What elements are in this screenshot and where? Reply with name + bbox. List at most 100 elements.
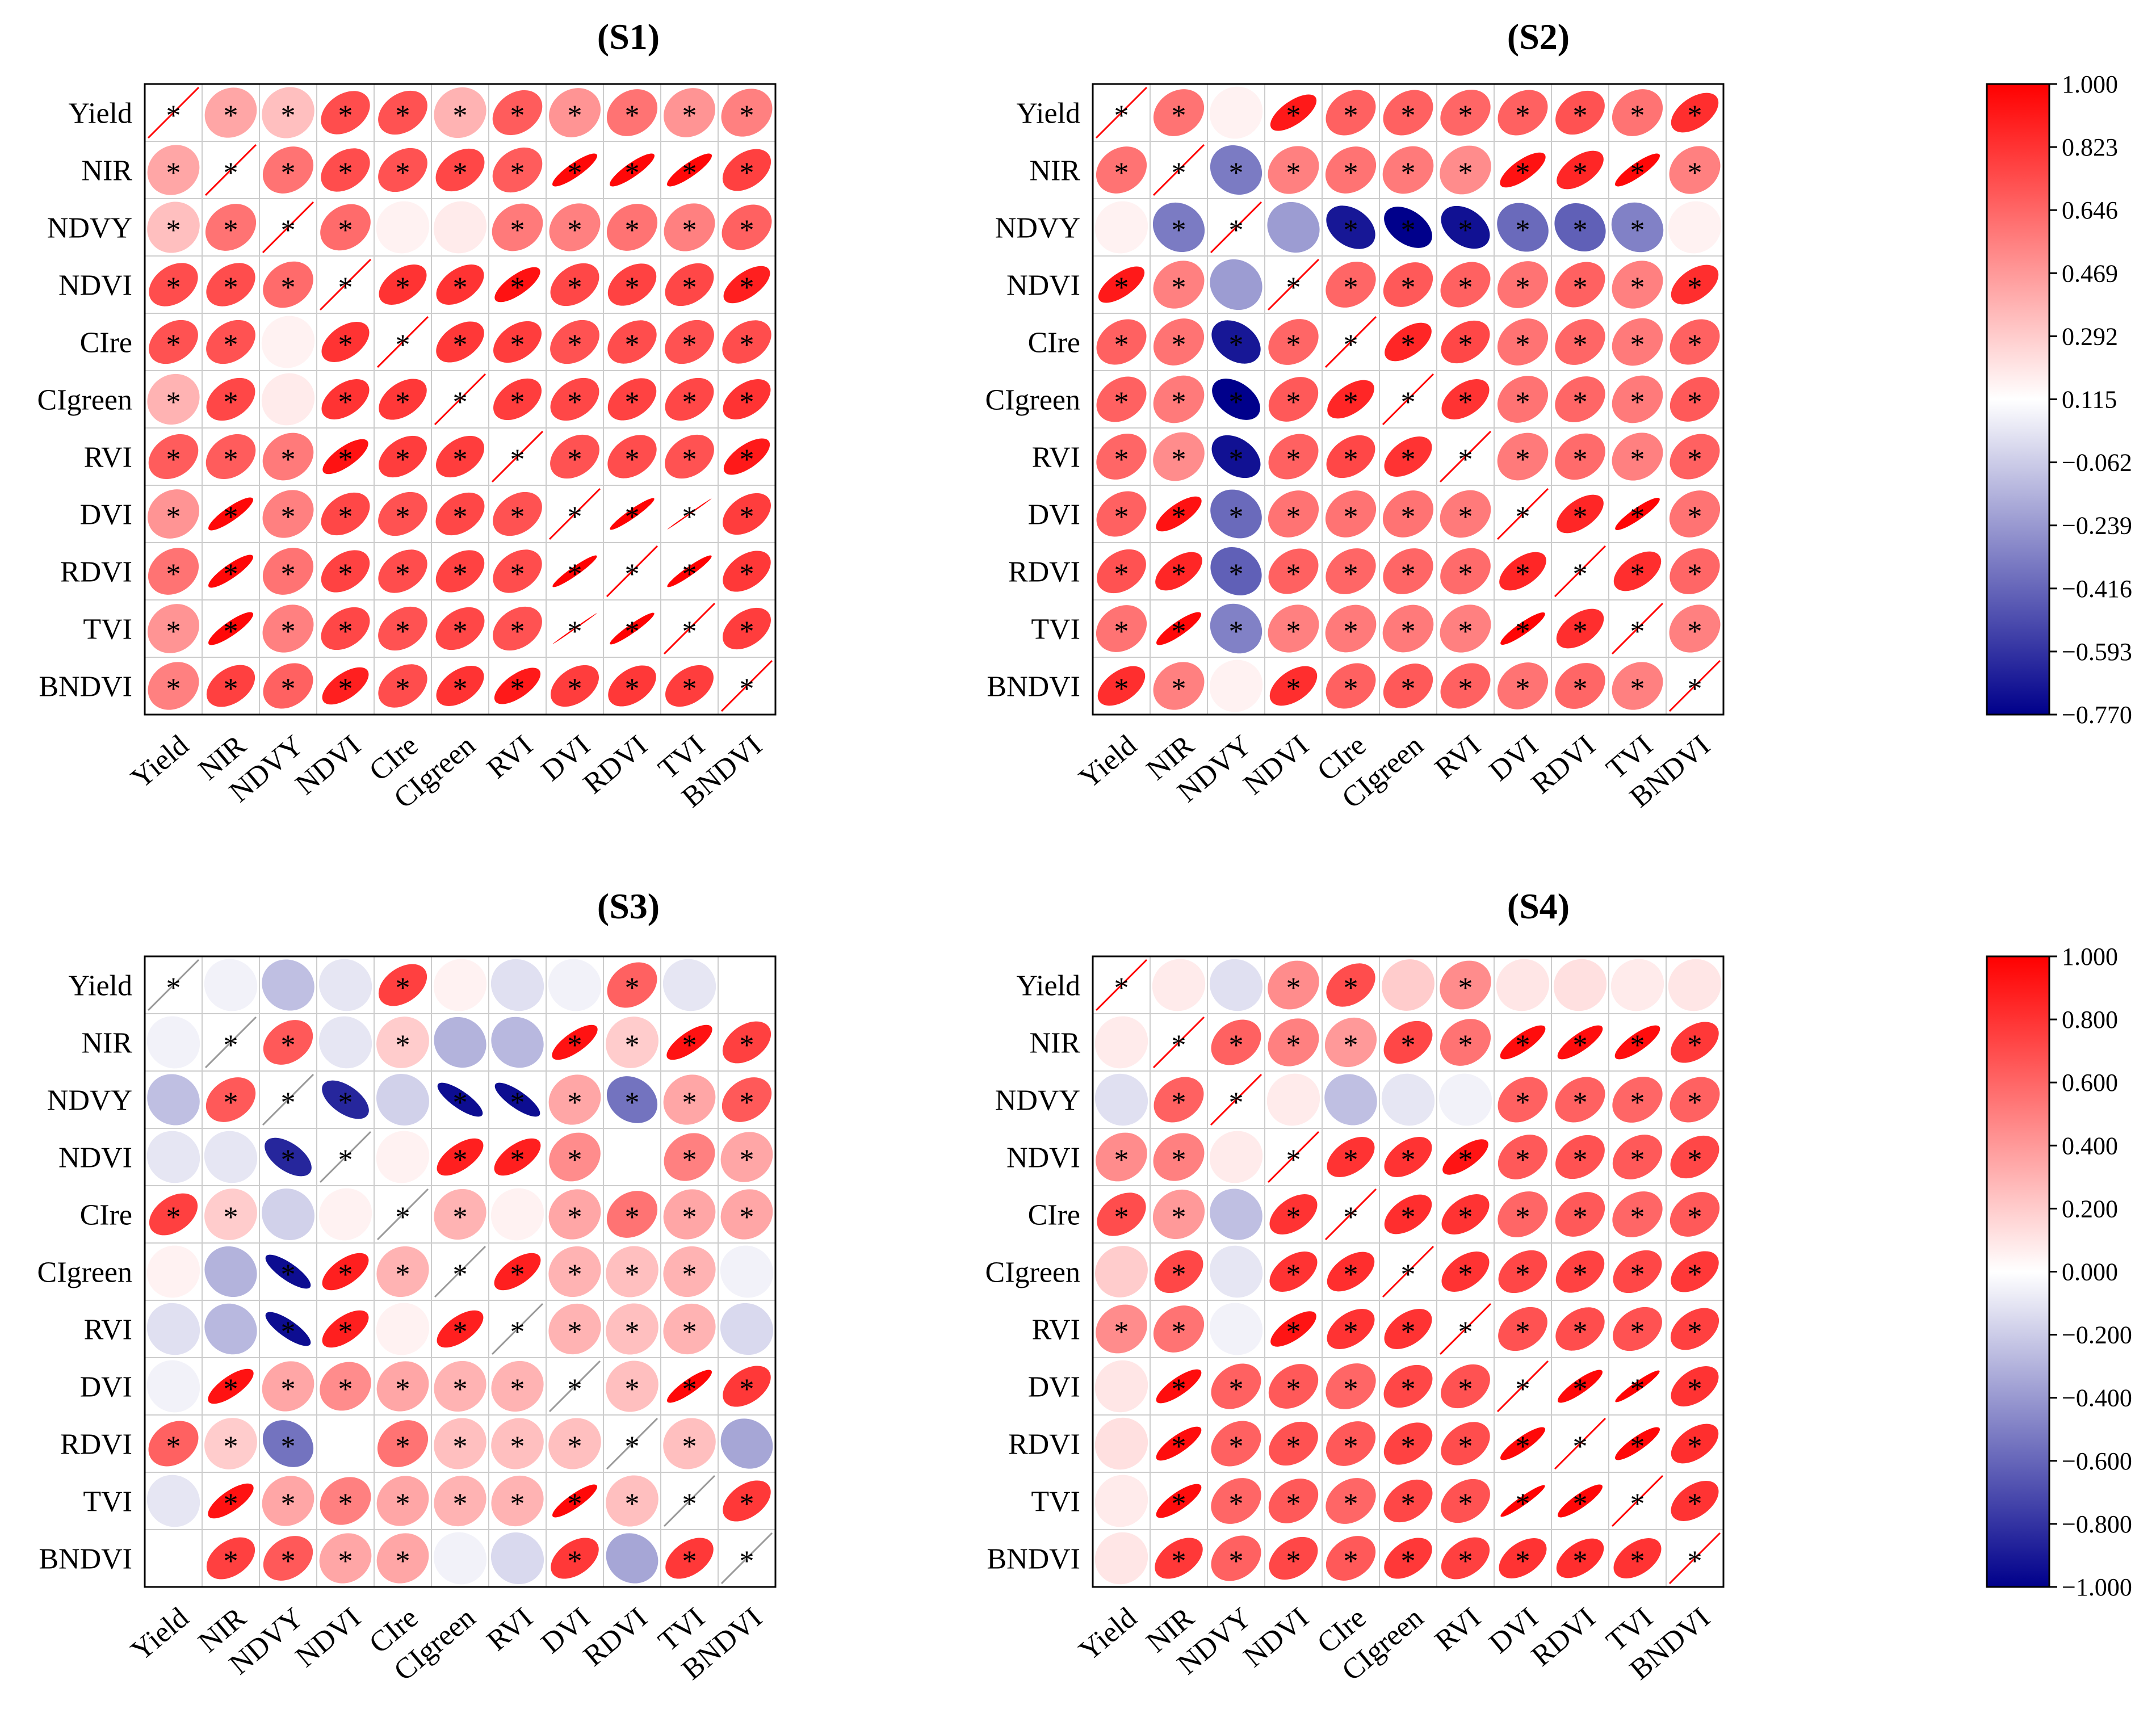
s3-significance-star: *	[166, 1431, 181, 1463]
s1-significance-star: *	[338, 329, 353, 362]
s4-cell-ellipse	[1094, 1360, 1148, 1413]
colorbar-bottom	[1986, 955, 2050, 1588]
colorbar-bottom-tick-label: −0.600	[2062, 1447, 2132, 1475]
colorbar-top-tick-label: −0.239	[2062, 512, 2132, 540]
s2-cell-ellipse	[1670, 434, 1720, 480]
colorbar-bottom-tick-label: 0.200	[2062, 1195, 2118, 1223]
s2-diag-line	[1210, 201, 1262, 254]
s3-cell-ellipse	[491, 1017, 544, 1068]
s4-significance-star: *	[1344, 1546, 1358, 1578]
s4-cell-ellipse	[1441, 1537, 1490, 1580]
s1-cell-ellipse	[550, 434, 599, 479]
s3-cell-ellipse	[318, 959, 372, 1011]
s3-cell-ellipse	[322, 1253, 369, 1291]
s1-diag-line	[548, 488, 601, 540]
s1-significance-star: *	[625, 558, 640, 591]
s4-cell-ellipse	[1152, 1189, 1205, 1240]
s2-significance-star: *	[1688, 558, 1702, 591]
s3-cell-ellipse	[491, 1418, 544, 1469]
s1-significance-star: *	[281, 558, 296, 591]
s2-cell-ellipse	[1671, 264, 1719, 305]
s1-significance-star: *	[453, 501, 468, 534]
s2-row-label: RVI	[1032, 442, 1080, 474]
s3-cell-ellipse	[204, 1246, 257, 1297]
s3-cell-ellipse	[548, 1074, 601, 1125]
s3-cell-ellipse	[494, 1082, 540, 1117]
s3-cell-ellipse	[605, 1131, 659, 1183]
s3-significance-star: *	[453, 1316, 468, 1349]
s3-cell-ellipse	[434, 1189, 486, 1240]
s2-cell-ellipse	[1210, 489, 1262, 539]
s4-cell-ellipse	[1381, 1073, 1435, 1126]
s3-cell-ellipse	[722, 1077, 772, 1122]
s4-cell-ellipse	[1555, 1077, 1605, 1123]
s4-cell-ellipse	[1671, 1366, 1719, 1406]
s4-significance-star: *	[1401, 1144, 1416, 1177]
s1-significance-star: *	[740, 616, 754, 648]
s3-cell-ellipse	[376, 1303, 430, 1355]
s2-significance-star: *	[1401, 616, 1416, 648]
s4-cell-ellipse	[1326, 963, 1375, 1007]
s1-significance-star: *	[281, 444, 296, 476]
s1-significance-star: *	[396, 387, 410, 419]
s1-significance-star: *	[510, 100, 525, 132]
s2-cell-ellipse	[1612, 261, 1663, 309]
s2-cell-ellipse	[1209, 86, 1263, 139]
s4-significance-star: *	[1172, 1202, 1186, 1234]
s1-diag-line	[434, 373, 486, 426]
s3-cell-ellipse	[146, 1532, 200, 1585]
s3-cell-ellipse	[548, 1418, 601, 1469]
s4-row-label: RVI	[1032, 1314, 1080, 1346]
s3-significance-star: *	[166, 1202, 181, 1234]
s2-cell-ellipse	[1555, 262, 1605, 308]
s3-cell-ellipse	[663, 1303, 716, 1355]
s3-cell-ellipse	[548, 959, 602, 1011]
s2-cell-ellipse	[1500, 152, 1546, 188]
s4-cell-ellipse	[1671, 1423, 1719, 1464]
s2-cell-ellipse	[1440, 490, 1491, 538]
s4-cell-ellipse	[1555, 1192, 1605, 1237]
s4-diag-line	[1382, 1245, 1434, 1298]
s1-significance-star: *	[166, 558, 181, 591]
colorbar-top-tick-label: 0.646	[2062, 196, 2118, 224]
s4-significance-star: *	[1630, 1202, 1645, 1234]
s4-significance-star: *	[1114, 1316, 1129, 1349]
s1-significance-star: *	[281, 157, 296, 190]
s1-cell-ellipse	[492, 203, 543, 251]
s1-row-label: DVI	[80, 499, 132, 531]
s1-cell-ellipse	[722, 149, 771, 191]
s1-significance-star: *	[166, 387, 181, 419]
s4-significance-star: *	[1172, 1546, 1186, 1578]
s2-cell-ellipse	[1671, 93, 1719, 133]
s3-cell-ellipse	[318, 1417, 372, 1470]
s1-significance-star: *	[625, 329, 640, 362]
s2-cell-ellipse	[1440, 604, 1491, 653]
s2-significance-star: *	[1401, 387, 1416, 419]
s1-cell-ellipse	[148, 434, 199, 480]
s2-cell-ellipse	[1212, 379, 1260, 420]
s1-cell-ellipse	[722, 204, 772, 250]
s2-significance-star: *	[1286, 558, 1301, 591]
s1-significance-star: *	[453, 673, 468, 705]
s1-cell-ellipse	[148, 604, 199, 653]
s4-significance-star: *	[1573, 1316, 1588, 1349]
s4-significance-star: *	[1401, 1030, 1416, 1062]
s3-significance-star: *	[281, 1374, 296, 1406]
s1-significance-star: *	[568, 100, 582, 132]
s1-cell-ellipse	[723, 551, 771, 592]
s3-cell-ellipse	[262, 959, 314, 1011]
s2-significance-star: *	[1630, 444, 1645, 476]
s1-cell-ellipse	[552, 613, 597, 644]
s1-significance-star: *	[166, 329, 181, 362]
s2-significance-star: *	[1516, 444, 1530, 476]
s2-diag-line	[1611, 602, 1664, 655]
s3-significance-star: *	[453, 1144, 468, 1177]
s4-significance-star: *	[1114, 1202, 1129, 1234]
s3-significance-star: *	[510, 1316, 525, 1349]
s4-significance-star: *	[1516, 1202, 1530, 1234]
s2-significance-star: *	[1573, 329, 1588, 362]
s3-significance-star: *	[510, 1144, 525, 1177]
s2-significance-star: *	[1401, 100, 1416, 132]
s1-cell-ellipse	[665, 434, 714, 479]
s4-significance-star: *	[1286, 1202, 1301, 1234]
